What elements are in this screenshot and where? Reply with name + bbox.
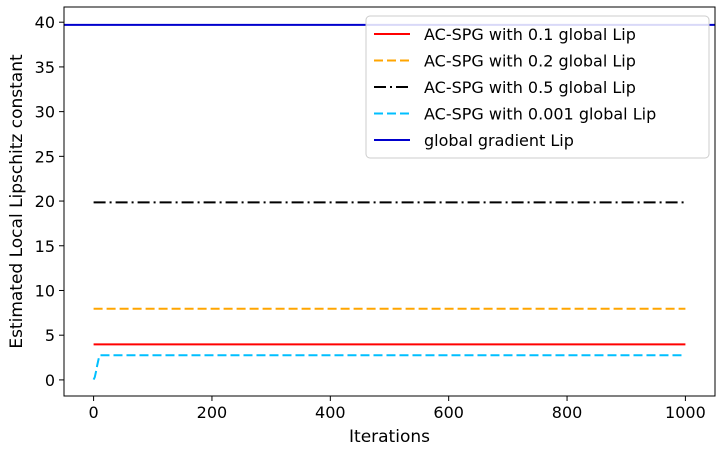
y-tick-label: 0 [45, 371, 55, 390]
x-tick-label: 1000 [665, 403, 706, 422]
legend-label-3: AC-SPG with 0.5 global Lip [424, 78, 636, 97]
legend-label-4: AC-SPG with 0.001 global Lip [424, 105, 656, 124]
y-axis-label: Estimated Local Lipschitz constant [7, 54, 27, 349]
y-tick-label: 5 [45, 326, 55, 345]
y-tick-label: 20 [35, 192, 55, 211]
x-tick-label: 400 [315, 403, 346, 422]
x-tick-label: 0 [88, 403, 98, 422]
legend-label-5: global gradient Lip [424, 131, 574, 150]
legend-box [365, 15, 710, 159]
y-tick-label: 15 [35, 237, 55, 256]
x-axis-ticks: 0 200 400 600 800 1000 [88, 396, 706, 422]
y-tick-label: 40 [35, 13, 55, 32]
series-line-4 [92, 354, 686, 381]
legend-label-1: AC-SPG with 0.1 global Lip [424, 25, 636, 44]
y-tick-label: 10 [35, 281, 55, 300]
y-tick-label: 25 [35, 147, 55, 166]
legend: AC-SPG with 0.1 global Lip AC-SPG with 0.… [365, 15, 710, 159]
y-tick-label: 35 [35, 58, 55, 77]
x-tick-label: 800 [552, 403, 583, 422]
legend-label-2: AC-SPG with 0.2 global Lip [424, 52, 636, 71]
y-tick-label: 30 [35, 103, 55, 122]
x-tick-label: 600 [433, 403, 464, 422]
x-axis-label: Iterations [349, 427, 430, 447]
y-axis-ticks: 0 5 10 15 20 25 30 35 40 [35, 13, 64, 390]
x-tick-label: 200 [197, 403, 228, 422]
